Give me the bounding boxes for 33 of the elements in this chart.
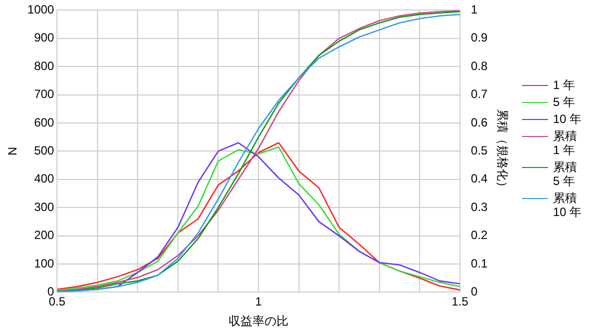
x-axis-title: 収益率の比 (228, 314, 289, 328)
legend-label: 累積 1 年 (553, 129, 578, 157)
y-tick-label: 900 (34, 30, 54, 45)
y2-axis-title: 累積（規格化） (495, 109, 510, 194)
y-axis-title: N (6, 146, 20, 156)
y-tick-label: 400 (34, 172, 54, 186)
y2-tick-label: 0.6 (470, 115, 488, 130)
legend-label: 累積 5 年 (553, 160, 578, 188)
y2-tick-label: 0 (470, 284, 478, 299)
y2-tick-label: 0.2 (470, 228, 488, 242)
y-tick-label: 800 (34, 58, 54, 73)
y2-tick-label: 1 (470, 2, 478, 17)
y-tick-label: 100 (34, 256, 54, 270)
x-tick-label: 1 (255, 294, 262, 309)
legend-label: 5 年 (553, 95, 576, 109)
y2-tick-label: 0.7 (470, 87, 488, 102)
y-tick-label: 500 (34, 144, 54, 158)
y2-tick-label: 0.1 (470, 256, 488, 270)
x-tick-label: 0.5 (48, 294, 66, 309)
y2-tick-label: 0.8 (470, 58, 488, 73)
y2-tick-label: 0.4 (470, 172, 488, 186)
y2-tick-label: 0.5 (470, 144, 488, 158)
legend-label: 1 年 (553, 78, 576, 92)
x-tick-label: 1.5 (452, 294, 469, 309)
legend-label: 累積 10 年 (553, 191, 583, 219)
y-tick-label: 700 (34, 87, 54, 102)
y2-tick-label: 0.3 (470, 200, 488, 214)
y-tick-label: 1000 (27, 2, 54, 17)
legend-label: 10 年 (553, 112, 583, 126)
y2-tick-label: 0.9 (470, 30, 488, 45)
y-tick-label: 300 (34, 200, 54, 214)
y-tick-label: 600 (34, 115, 54, 130)
y-tick-label: 200 (34, 228, 54, 242)
